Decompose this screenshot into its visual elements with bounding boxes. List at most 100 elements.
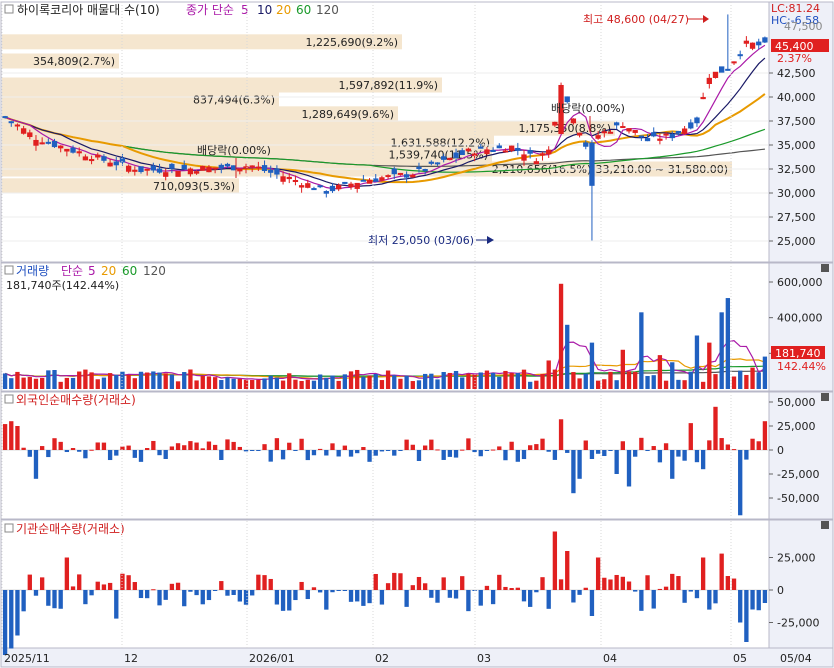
inst-net-bar[interactable]: [762, 590, 768, 603]
foreign-net-bar[interactable]: [219, 450, 224, 461]
inst-net-bar[interactable]: [101, 584, 107, 590]
candle[interactable]: [379, 177, 385, 181]
volume-bar[interactable]: [21, 377, 26, 389]
volume-bar[interactable]: [614, 380, 619, 389]
volume-bar[interactable]: [138, 371, 144, 389]
volume-bar[interactable]: [404, 375, 409, 389]
candle[interactable]: [447, 157, 453, 161]
inst-net-bar[interactable]: [225, 590, 230, 596]
inst-net-bar[interactable]: [416, 576, 422, 590]
candle[interactable]: [638, 135, 645, 138]
foreign-net-bar[interactable]: [348, 450, 354, 457]
inst-net-bar[interactable]: [83, 590, 88, 605]
candle[interactable]: [329, 185, 336, 192]
volume-bar[interactable]: [268, 375, 273, 389]
volume-bar[interactable]: [355, 369, 360, 389]
inst-net-bar[interactable]: [355, 590, 360, 602]
foreign-net-bar[interactable]: [317, 448, 323, 450]
candle[interactable]: [552, 121, 558, 126]
volume-bar[interactable]: [725, 298, 731, 389]
foreign-net-bar[interactable]: [429, 439, 434, 450]
foreign-net-bar[interactable]: [114, 450, 119, 456]
foreign-net-bar[interactable]: [138, 450, 144, 462]
foreign-net-bar[interactable]: [602, 450, 607, 457]
candle[interactable]: [725, 68, 731, 71]
foreign-net-bar[interactable]: [342, 445, 348, 450]
volume-bar[interactable]: [422, 373, 428, 389]
volume-bar[interactable]: [52, 370, 57, 389]
foreign-net-bar[interactable]: [694, 450, 700, 463]
candle[interactable]: [681, 128, 688, 134]
candle[interactable]: [453, 152, 459, 158]
volume-bar[interactable]: [361, 376, 366, 389]
volume-bar[interactable]: [70, 377, 76, 389]
candle[interactable]: [756, 41, 762, 46]
candle[interactable]: [626, 128, 632, 132]
foreign-net-bar[interactable]: [77, 450, 82, 452]
foreign-net-bar[interactable]: [583, 440, 588, 450]
volume-bar[interactable]: [385, 370, 391, 389]
foreign-net-bar[interactable]: [565, 450, 570, 453]
inst-net-bar[interactable]: [478, 590, 483, 606]
volume-bar[interactable]: [145, 372, 150, 389]
inst-net-bar[interactable]: [663, 586, 669, 590]
foreign-net-bar[interactable]: [89, 449, 94, 451]
candle[interactable]: [459, 150, 465, 156]
foreign-net-bar[interactable]: [719, 438, 724, 450]
volume-bar[interactable]: [305, 379, 310, 389]
inst-net-bar[interactable]: [552, 531, 558, 591]
inst-net-bar[interactable]: [460, 576, 465, 590]
inst-net-bar[interactable]: [385, 583, 391, 590]
volume-bar[interactable]: [515, 373, 520, 389]
candle[interactable]: [688, 122, 694, 129]
volume-bar[interactable]: [101, 377, 107, 389]
inst-net-bar[interactable]: [324, 590, 329, 610]
candle[interactable]: [416, 166, 422, 170]
candle[interactable]: [274, 168, 280, 175]
volume-bar[interactable]: [219, 380, 224, 389]
candle[interactable]: [144, 168, 150, 171]
volume-bar[interactable]: [169, 374, 175, 389]
volume-bar[interactable]: [231, 378, 236, 389]
foreign-panel[interactable]: [0, 391, 770, 520]
foreign-net-bar[interactable]: [367, 450, 372, 462]
inst-net-bar[interactable]: [422, 583, 428, 590]
inst-net-bar[interactable]: [429, 590, 434, 598]
volume-bar[interactable]: [15, 371, 20, 389]
candle[interactable]: [323, 191, 329, 194]
inst-net-bar[interactable]: [404, 590, 409, 607]
candle[interactable]: [564, 96, 570, 103]
volume-bar[interactable]: [188, 369, 193, 389]
volume-bar[interactable]: [509, 372, 514, 389]
inst-net-bar[interactable]: [540, 577, 545, 590]
inst-net-bar[interactable]: [565, 551, 570, 590]
volume-bar[interactable]: [546, 360, 551, 389]
panel-close-icon[interactable]: [821, 264, 829, 272]
inst-net-bar[interactable]: [447, 590, 453, 598]
volume-bar[interactable]: [521, 369, 527, 389]
foreign-net-bar[interactable]: [422, 445, 428, 450]
candle[interactable]: [434, 162, 441, 165]
inst-net-bar[interactable]: [21, 590, 26, 612]
candle[interactable]: [546, 149, 552, 155]
candle[interactable]: [64, 148, 70, 152]
foreign-net-bar[interactable]: [416, 450, 422, 461]
foreign-net-bar[interactable]: [453, 450, 459, 458]
foreign-net-bar[interactable]: [534, 444, 539, 450]
inst-net-bar[interactable]: [27, 574, 32, 590]
foreign-net-bar[interactable]: [620, 441, 625, 450]
candle[interactable]: [527, 150, 533, 154]
volume-bar[interactable]: [46, 370, 51, 389]
volume-bar[interactable]: [577, 378, 582, 389]
volume-bar[interactable]: [694, 335, 700, 390]
candle[interactable]: [280, 176, 286, 182]
foreign-net-bar[interactable]: [52, 438, 57, 450]
foreign-net-bar[interactable]: [126, 445, 131, 450]
candle[interactable]: [101, 156, 107, 161]
inst-net-bar[interactable]: [379, 590, 385, 605]
volume-bar[interactable]: [293, 379, 298, 389]
inst-net-bar[interactable]: [46, 590, 51, 606]
foreign-net-bar[interactable]: [614, 450, 619, 474]
candle[interactable]: [663, 133, 669, 136]
